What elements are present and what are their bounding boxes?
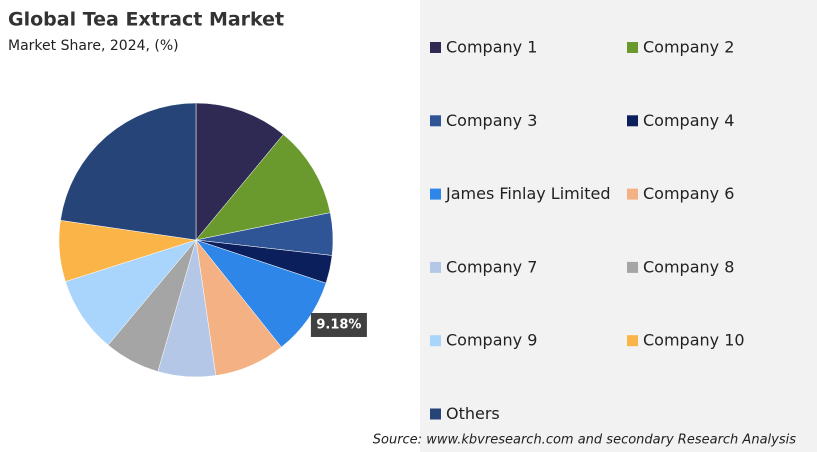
- legend-swatch: [627, 115, 638, 127]
- legend-label: Company 3: [446, 111, 537, 130]
- legend-label: Company 2: [643, 38, 734, 57]
- legend-label: Company 10: [643, 331, 745, 350]
- legend-swatch: [627, 335, 638, 347]
- legend-panel: [420, 0, 817, 452]
- pie-slice: [195, 134, 331, 241]
- pie-slice: [195, 239, 327, 348]
- pie-slice: [195, 102, 284, 241]
- chart-title: Global Tea Extract Market: [8, 9, 284, 31]
- legend-label: Company 1: [446, 38, 537, 57]
- legend-swatch: [627, 42, 638, 53]
- legend-swatch: [430, 408, 441, 420]
- legend-label: Others: [446, 404, 500, 423]
- legend-label: Company 8: [643, 257, 734, 276]
- legend-swatch: [430, 261, 441, 273]
- legend-swatch: [430, 42, 441, 53]
- legend-swatch: [627, 261, 638, 273]
- legend-label: Company 9: [446, 331, 537, 350]
- data-label-box: [310, 312, 367, 337]
- legend-label: Company 4: [643, 111, 734, 130]
- pie-slice: [60, 102, 197, 241]
- legend-label: Company 6: [643, 184, 734, 203]
- legend-swatch: [430, 188, 441, 200]
- legend-label: James Finlay Limited: [445, 184, 610, 203]
- source-note: Source: www.kbvresearch.com and secondar…: [373, 433, 796, 448]
- legend-label: Company 7: [446, 257, 537, 276]
- legend-swatch: [430, 115, 441, 127]
- legend-swatch: [430, 335, 441, 347]
- chart-subtitle: Market Share, 2024, (%): [8, 38, 179, 54]
- legend-swatch: [627, 188, 638, 200]
- data-label: 9.18%: [316, 317, 361, 332]
